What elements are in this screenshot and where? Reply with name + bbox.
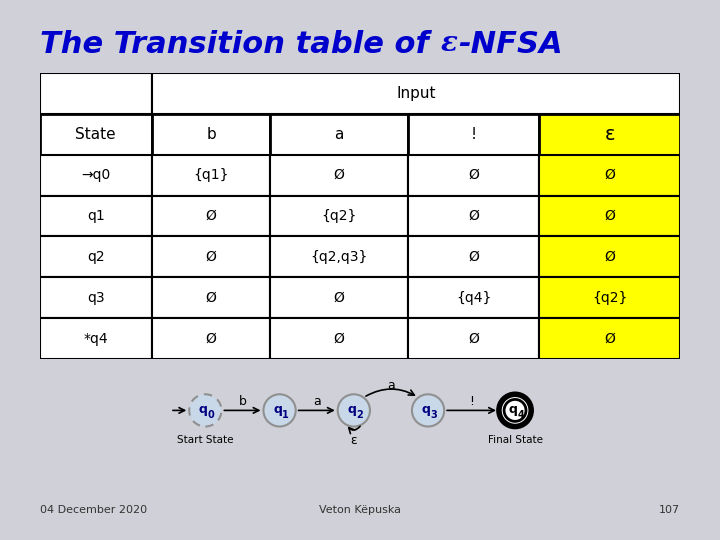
Text: →q0: →q0 [81, 168, 110, 182]
Text: b: b [206, 127, 216, 141]
Bar [152, 114, 270, 154]
Text: !: ! [469, 395, 474, 408]
Bar [270, 278, 408, 318]
Bar [539, 195, 680, 237]
Bar [408, 195, 539, 237]
Bar [40, 237, 152, 278]
Text: Ø: Ø [334, 332, 345, 346]
Text: Ø: Ø [206, 250, 217, 264]
Text: 1: 1 [282, 410, 289, 420]
Text: Ø: Ø [468, 250, 480, 264]
Text: 3: 3 [431, 410, 437, 420]
Bar [152, 73, 680, 114]
Bar [40, 73, 152, 114]
Text: q3: q3 [87, 291, 104, 305]
Text: Ø: Ø [334, 168, 345, 182]
Text: {q2}: {q2} [322, 209, 357, 223]
Bar [539, 278, 680, 318]
Text: a: a [387, 379, 395, 392]
Text: a: a [312, 395, 320, 408]
Text: Veton Këpuska: Veton Këpuska [319, 505, 401, 515]
Text: q1: q1 [87, 209, 104, 223]
Text: {q2,q3}: {q2,q3} [310, 250, 368, 264]
Text: 107: 107 [660, 505, 680, 515]
Text: 0: 0 [207, 410, 215, 420]
Text: 4: 4 [517, 410, 524, 420]
Circle shape [338, 394, 370, 427]
Text: {q4}: {q4} [456, 291, 492, 305]
Bar [408, 154, 539, 195]
Bar [270, 154, 408, 195]
Bar [152, 195, 270, 237]
Bar [270, 114, 408, 154]
Bar [152, 318, 270, 359]
Text: Ø: Ø [334, 291, 345, 305]
Text: Ø: Ø [206, 291, 217, 305]
Text: ε: ε [351, 434, 357, 447]
Circle shape [189, 394, 222, 427]
Text: -NFSA: -NFSA [458, 30, 562, 59]
Text: q: q [421, 403, 431, 416]
Text: {q1}: {q1} [193, 168, 229, 182]
Text: Ø: Ø [206, 209, 217, 223]
Bar [152, 154, 270, 195]
Circle shape [264, 394, 296, 427]
Circle shape [412, 394, 444, 427]
Text: Ø: Ø [468, 168, 480, 182]
Text: Ø: Ø [468, 209, 480, 223]
Bar [408, 318, 539, 359]
Bar [270, 237, 408, 278]
Text: The Transition table of: The Transition table of [40, 30, 439, 59]
Bar [270, 318, 408, 359]
Bar [408, 237, 539, 278]
Text: !: ! [471, 127, 477, 141]
Text: Ø: Ø [605, 332, 616, 346]
Text: a: a [335, 127, 344, 141]
Text: b: b [238, 395, 246, 408]
Text: q: q [347, 403, 356, 416]
Text: Ø: Ø [605, 209, 616, 223]
Circle shape [499, 394, 531, 427]
Text: ε: ε [441, 30, 457, 57]
Bar [40, 278, 152, 318]
Bar [539, 114, 680, 154]
Text: Ø: Ø [206, 332, 217, 346]
Text: q2: q2 [87, 250, 104, 264]
Bar [152, 237, 270, 278]
Text: Ø: Ø [605, 168, 616, 182]
Text: q: q [508, 403, 518, 416]
Bar [40, 154, 152, 195]
Text: *q4: *q4 [84, 332, 108, 346]
Text: Start State: Start State [177, 435, 233, 445]
Bar [408, 278, 539, 318]
Bar [539, 237, 680, 278]
Text: q: q [273, 403, 282, 416]
Bar [152, 278, 270, 318]
Bar [270, 195, 408, 237]
Text: Ø: Ø [468, 332, 480, 346]
Bar [40, 114, 152, 154]
Bar [40, 195, 152, 237]
Text: {q2}: {q2} [593, 291, 628, 305]
Bar [40, 318, 152, 359]
Text: ε: ε [605, 125, 615, 144]
Text: Final State: Final State [487, 435, 543, 445]
Circle shape [504, 400, 526, 421]
Text: State: State [76, 127, 116, 141]
Bar [539, 154, 680, 195]
Text: q: q [199, 403, 207, 416]
Text: 2: 2 [356, 410, 363, 420]
Text: 04 December 2020: 04 December 2020 [40, 505, 147, 515]
Bar [539, 318, 680, 359]
Text: Input: Input [396, 86, 436, 101]
Text: Ø: Ø [605, 250, 616, 264]
Bar [408, 114, 539, 154]
